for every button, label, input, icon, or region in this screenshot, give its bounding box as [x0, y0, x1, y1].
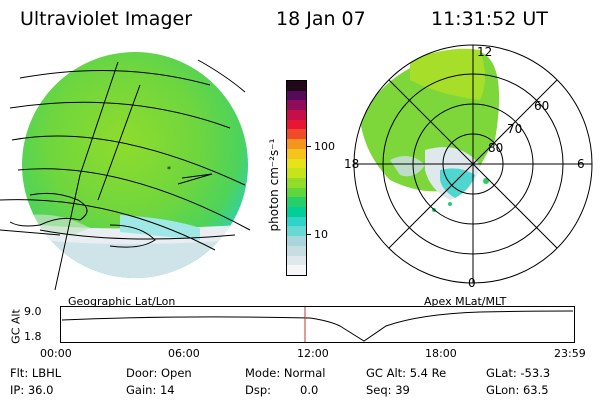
colorbar-step: [287, 226, 306, 237]
glon-info: GLon: 63.5: [486, 383, 549, 397]
gc-alt-info: GC Alt: 5.4 Re: [366, 366, 447, 380]
colorbar-step: [287, 168, 306, 178]
polar-lat-label-60: 60: [534, 99, 549, 113]
colorbar-step: [287, 236, 306, 246]
colorbar-tick-100: [307, 146, 311, 147]
colorbar-step: [287, 119, 306, 130]
colorbar-step: [287, 148, 306, 159]
filter-info: Flt: LBHL: [10, 366, 62, 380]
timeline-xtick-0000: 00:00: [40, 347, 72, 360]
polar-lat-label-80: 80: [488, 141, 503, 155]
colorbar-step: [287, 197, 306, 208]
timeline-xtick-0600: 06:00: [168, 347, 200, 360]
gc-altitude-timeline: [60, 306, 575, 343]
glat-info: GLat: -53.3: [486, 366, 551, 380]
lat-label-bg: [506, 98, 522, 109]
colorbar-tick-label-10: 10: [314, 228, 328, 241]
colorbar-step: [287, 177, 306, 188]
ip-info: IP: 36.0: [10, 383, 54, 397]
image-date: 18 Jan 07: [276, 8, 366, 30]
colorbar-tick-10: [307, 234, 311, 235]
timeline-ylabel: GC Alt: [9, 309, 23, 344]
polar-lat-label-70: 70: [507, 122, 522, 136]
colorbar-step: [287, 255, 306, 266]
colorbar-step: [287, 216, 306, 227]
polar-mlt-label-0: 0: [468, 276, 476, 290]
timeline-ytick-1: 1.8: [24, 330, 42, 343]
colorbar-step: [287, 158, 306, 169]
timeline-xtick-1200: 12:00: [297, 347, 329, 360]
colorbar-step: [287, 90, 306, 101]
gain-info: Gain: 14: [126, 383, 175, 397]
polar-mlat-mlt-plot: 12 0 18 6 60 70 80: [344, 44, 593, 290]
polar-mlt-label-18: 18: [344, 157, 359, 171]
geographic-caption: Geographic Lat/Lon: [68, 295, 176, 308]
dsp-value: 0.0: [300, 383, 319, 397]
seq-info: Seq: 39: [366, 383, 410, 397]
instrument-title: Ultraviolet Imager: [20, 8, 193, 30]
dsp-label: Dsp:: [245, 383, 272, 397]
timeline-xtick-1800: 18:00: [425, 347, 457, 360]
mode-info: Mode: Normal: [245, 366, 326, 380]
intensity-color-bar: [286, 80, 307, 276]
colorbar-tick-label-100: 100: [314, 140, 335, 153]
colorbar-step: [287, 265, 306, 275]
geographic-globe-image: *: [0, 52, 251, 291]
apex-caption: Apex MLat/MLT: [424, 295, 507, 308]
colorbar-step: [287, 245, 306, 256]
colorbar-step: [287, 187, 306, 198]
colorbar-step: [287, 80, 306, 91]
colorbar-step: [287, 207, 306, 217]
polar-patch: [483, 178, 489, 184]
polar-mlt-label-6: 6: [577, 157, 585, 171]
door-info: Door: Open: [126, 366, 192, 380]
colorbar-step: [287, 139, 306, 149]
colorbar-axis-label: photon cm⁻²s⁻¹: [267, 138, 281, 232]
polar-patch: [448, 202, 452, 206]
svg-text:*: *: [167, 165, 171, 174]
timeline-xtick-2359: 23:59: [554, 347, 586, 360]
colorbar-step: [287, 129, 306, 140]
image-time: 11:31:52 UT: [431, 8, 548, 30]
polar-mlt-label-12: 12: [477, 45, 492, 59]
timeline-ytick-9: 9.0: [24, 305, 42, 318]
colorbar-step: [287, 110, 306, 120]
colorbar-step: [287, 100, 306, 111]
